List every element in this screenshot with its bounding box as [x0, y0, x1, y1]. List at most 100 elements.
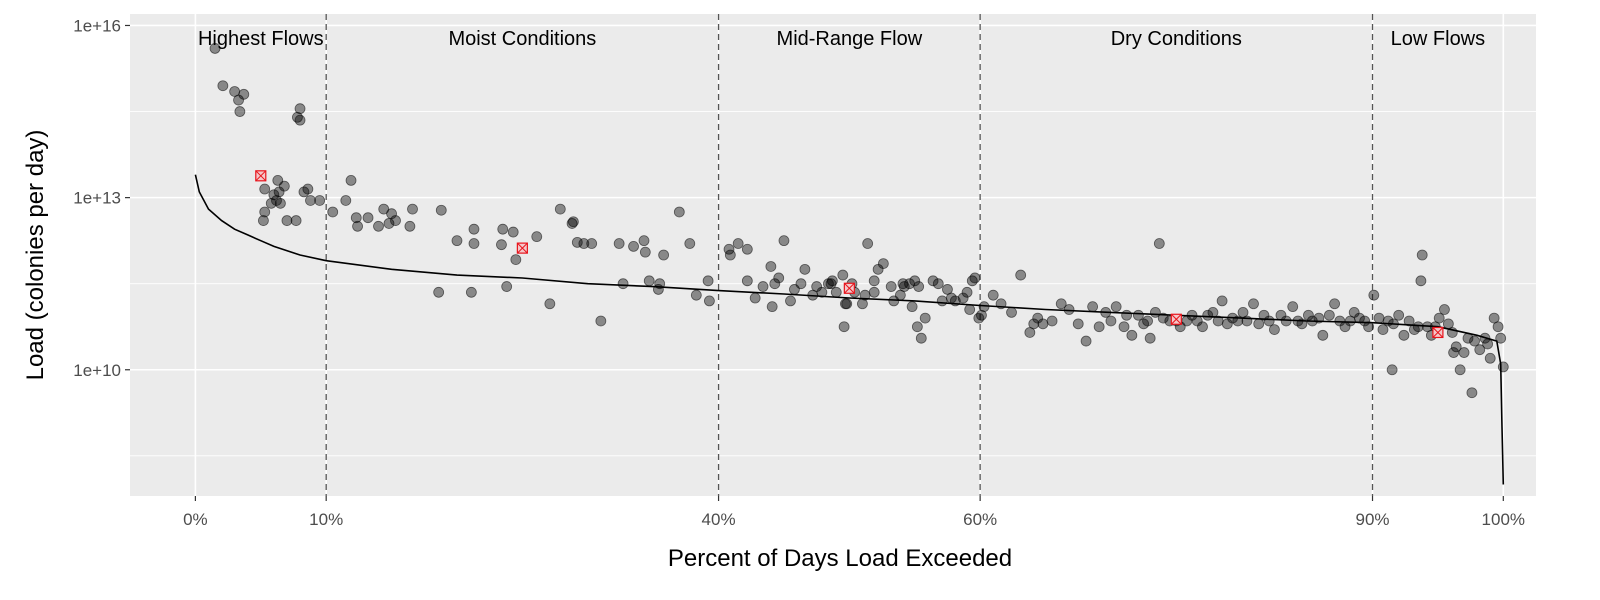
data-point	[1202, 309, 1214, 321]
data-point	[769, 278, 781, 290]
data-point	[1093, 321, 1105, 333]
data-point	[1439, 304, 1450, 315]
x-tick-label: 10%	[309, 510, 343, 529]
data-point	[1317, 329, 1329, 341]
data-point	[976, 309, 987, 321]
zone-label: Mid-Range Flow	[777, 28, 923, 50]
x-tick-label: 40%	[702, 510, 736, 529]
data-point	[826, 275, 838, 287]
zone-median-marker	[516, 242, 528, 254]
zone-label: Moist Conditions	[448, 28, 596, 50]
y-axis-title: Load (colonies per day)	[22, 130, 49, 381]
marker-cross	[517, 242, 528, 254]
data-point	[510, 254, 522, 265]
data-point	[909, 275, 921, 287]
data-point	[1072, 318, 1084, 330]
data-point	[465, 286, 477, 298]
data-point	[544, 298, 556, 310]
data-point	[1110, 301, 1122, 313]
data-point	[773, 272, 785, 284]
data-point	[1363, 321, 1374, 333]
data-point	[1412, 321, 1424, 333]
data-point	[1368, 289, 1380, 301]
data-point	[258, 215, 269, 226]
data-point	[278, 180, 290, 192]
data-point	[1015, 269, 1027, 281]
data-point	[702, 275, 714, 287]
y-tick-label: 1e+16	[73, 16, 121, 35]
data-point	[209, 43, 221, 54]
data-point	[433, 286, 445, 298]
data-point	[778, 235, 790, 247]
zone-label: Highest Flows	[198, 28, 324, 50]
data-point	[957, 292, 969, 304]
data-point	[765, 261, 777, 272]
data-point	[795, 278, 807, 290]
data-point	[673, 206, 685, 218]
data-point	[259, 206, 271, 218]
y-tick-label: 1e+10	[73, 361, 121, 380]
data-point	[1269, 324, 1280, 335]
data-point	[345, 175, 357, 186]
data-point	[932, 278, 944, 290]
data-point	[816, 286, 828, 298]
data-point	[259, 183, 271, 195]
data-point	[1398, 329, 1410, 341]
data-point	[1454, 364, 1466, 376]
data-point	[468, 223, 480, 235]
data-point	[987, 289, 999, 301]
data-point	[373, 220, 384, 232]
x-tick-label: 0%	[183, 510, 208, 529]
data-point	[314, 195, 326, 206]
data-point	[830, 286, 842, 298]
x-tick-label: 100%	[1482, 510, 1525, 529]
data-point	[586, 238, 598, 249]
data-point	[639, 246, 651, 258]
data-point	[362, 212, 374, 224]
data-point	[638, 235, 650, 247]
data-point	[268, 189, 280, 201]
data-point	[1386, 364, 1398, 376]
data-point	[407, 203, 418, 215]
data-point	[964, 304, 976, 315]
data-point	[350, 212, 362, 224]
x-tick-label: 90%	[1355, 510, 1389, 529]
data-point	[1484, 352, 1496, 364]
data-point	[1055, 298, 1067, 310]
data-point	[868, 286, 880, 298]
data-point	[799, 263, 811, 275]
data-point	[915, 332, 927, 344]
data-point	[1287, 301, 1299, 313]
data-point	[1377, 324, 1389, 335]
data-point	[404, 220, 416, 232]
data-point	[1466, 387, 1478, 399]
data-point	[1037, 318, 1049, 330]
data-point	[1126, 329, 1138, 341]
data-point	[741, 275, 753, 287]
plot-area: 1e+10 1e+13 1e+16 0% 10% 40% 60% 90% 100% Highest…	[73, 14, 1536, 529]
data-point	[217, 80, 229, 92]
data-point	[841, 298, 853, 310]
data-point	[936, 295, 948, 307]
data-point	[294, 103, 306, 115]
data-point	[913, 281, 925, 292]
data-point	[390, 215, 401, 226]
data-point	[613, 238, 625, 249]
data-point	[919, 312, 931, 324]
data-point	[1063, 304, 1075, 315]
data-point	[911, 321, 923, 333]
marker-cross	[255, 170, 267, 182]
data-point	[1248, 298, 1259, 310]
data-point	[927, 275, 939, 287]
x-axis-title: Percent of Days Load Exceeded	[668, 545, 1012, 572]
data-point	[1433, 312, 1445, 324]
data-point	[961, 286, 973, 298]
data-point	[595, 315, 607, 327]
data-point	[1142, 315, 1153, 327]
data-point	[435, 204, 447, 216]
data-point	[1403, 315, 1415, 327]
data-point	[658, 249, 670, 261]
data-point	[378, 203, 390, 215]
x-tick-label: 60%	[963, 510, 997, 529]
load-duration-curve	[194, 174, 1505, 485]
